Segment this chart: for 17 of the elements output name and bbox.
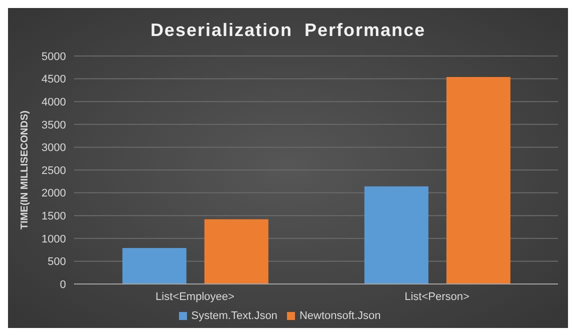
- y-tick-label: 1000: [42, 233, 66, 246]
- legend-label: Newtonsoft.Json: [299, 310, 381, 322]
- y-tick-label: 3000: [42, 142, 66, 154]
- y-tick-label: 0: [60, 278, 66, 291]
- x-tick-label: List<Person>: [404, 290, 470, 303]
- y-tick-label: 2000: [42, 188, 66, 200]
- x-tick-label: List<Employee>: [156, 290, 234, 303]
- chart-title: Deserialization Performance: [149, 20, 427, 41]
- y-tick-label: 4500: [42, 74, 66, 86]
- y-axis-title: TIME(IN MILLISECONDS): [20, 110, 31, 230]
- y-tick-label: 1500: [42, 210, 66, 223]
- y-tick-label: 500: [48, 256, 66, 268]
- y-tick-label: 3500: [42, 119, 66, 132]
- y-tick-label: 4000: [42, 96, 66, 109]
- legend-label: System.Text.Json: [191, 310, 278, 322]
- y-tick-label: 2500: [42, 164, 66, 177]
- y-tick-label: 5000: [42, 50, 66, 63]
